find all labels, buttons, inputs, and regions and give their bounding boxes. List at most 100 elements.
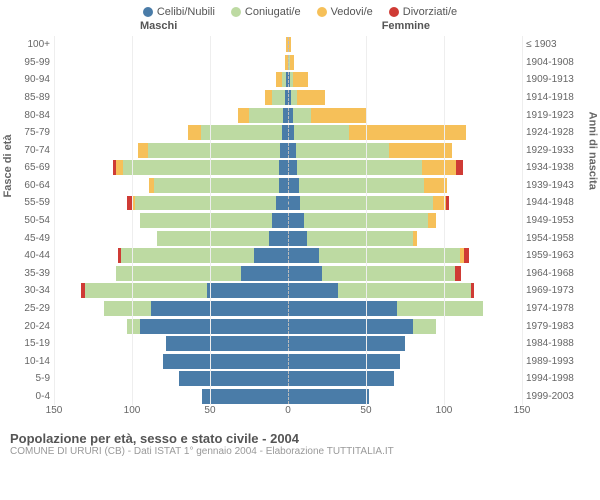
bar-segment	[127, 319, 139, 334]
bar-segment	[288, 283, 338, 298]
pyramid-row: 25-29 1974-1978	[54, 300, 522, 318]
bar-segment	[471, 283, 474, 298]
female-bar	[288, 196, 522, 211]
bar-segment	[288, 248, 319, 263]
age-label: 40-44	[10, 250, 50, 261]
age-label: 55-59	[10, 197, 50, 208]
bar-segment	[299, 178, 424, 193]
bar-segment	[464, 248, 469, 263]
pyramid-row: 5-9 1994-1998	[54, 370, 522, 388]
bar-segment	[297, 160, 422, 175]
bar-segment	[456, 160, 462, 175]
birth-year-label: 1904-1908	[526, 57, 590, 68]
pyramid-row: 75-79 1924-1928	[54, 124, 522, 142]
bar-segment	[140, 213, 273, 228]
bar-segment	[288, 178, 299, 193]
gridline	[54, 36, 55, 405]
male-bar	[54, 301, 288, 316]
pyramid-row: 0-4 1999-2003	[54, 388, 522, 406]
legend: Celibi/NubiliConiugati/eVedovi/eDivorzia…	[0, 0, 600, 20]
bar-segment	[188, 125, 200, 140]
legend-item: Vedovi/e	[317, 6, 373, 18]
female-bar	[288, 231, 522, 246]
female-bar	[288, 248, 522, 263]
male-bar	[54, 266, 288, 281]
x-tick: 150	[46, 405, 63, 416]
bar-segment	[179, 371, 288, 386]
bar-segment	[290, 55, 295, 70]
bar-segment	[288, 231, 307, 246]
bar-segment	[138, 143, 147, 158]
male-bar	[54, 371, 288, 386]
age-label: 85-89	[10, 92, 50, 103]
age-label: 50-54	[10, 215, 50, 226]
legend-dot	[231, 7, 241, 17]
female-bar	[288, 389, 522, 404]
bar-segment	[288, 160, 297, 175]
legend-item: Coniugati/e	[231, 6, 301, 18]
bar-segment	[123, 160, 279, 175]
bar-segment	[297, 90, 325, 105]
bar-segment	[428, 213, 436, 228]
bar-segment	[254, 248, 288, 263]
bar-segment	[241, 266, 288, 281]
pyramid-row: 90-94 1909-1913	[54, 71, 522, 89]
x-tick: 150	[514, 405, 531, 416]
female-bar	[288, 371, 522, 386]
female-bar	[288, 178, 522, 193]
legend-label: Celibi/Nubili	[157, 6, 215, 18]
bar-segment	[288, 389, 369, 404]
age-label: 80-84	[10, 110, 50, 121]
legend-dot	[317, 7, 327, 17]
birth-year-label: ≤ 1903	[526, 39, 590, 50]
bar-segment	[294, 125, 349, 140]
female-bar	[288, 143, 522, 158]
bar-segment	[288, 213, 304, 228]
male-bar	[54, 143, 288, 158]
pyramid-row: 50-54 1949-1953	[54, 212, 522, 230]
bar-segment	[307, 231, 413, 246]
bar-segment	[280, 143, 288, 158]
pyramid-row: 55-59 1944-1948	[54, 194, 522, 212]
column-label-female: Femmine	[382, 20, 430, 32]
bar-segment	[293, 108, 312, 123]
female-bar	[288, 160, 522, 175]
bar-segment	[140, 319, 288, 334]
female-bar	[288, 55, 522, 70]
bar-segment	[148, 143, 281, 158]
age-label: 95-99	[10, 57, 50, 68]
female-bar	[288, 90, 522, 105]
bar-segment	[288, 266, 322, 281]
birth-year-label: 1994-1998	[526, 373, 590, 384]
bar-segment	[163, 354, 288, 369]
pyramid-row: 45-49 1954-1958	[54, 229, 522, 247]
birth-year-label: 1954-1958	[526, 233, 590, 244]
male-bar	[54, 160, 288, 175]
pyramid-row: 65-69 1934-1938	[54, 159, 522, 177]
bar-segment	[322, 266, 455, 281]
male-bar	[54, 125, 288, 140]
bar-segment	[201, 125, 282, 140]
age-label: 20-24	[10, 321, 50, 332]
bar-segment	[397, 301, 483, 316]
bar-segment	[319, 248, 459, 263]
bar-segment	[202, 389, 288, 404]
pyramid-row: 15-19 1984-1988	[54, 335, 522, 353]
age-label: 30-34	[10, 285, 50, 296]
gridline	[366, 36, 367, 405]
age-label: 25-29	[10, 303, 50, 314]
bar-segment	[265, 90, 273, 105]
age-label: 15-19	[10, 338, 50, 349]
age-label: 35-39	[10, 268, 50, 279]
bar-segment	[249, 108, 283, 123]
pyramid-row: 80-84 1919-1923	[54, 106, 522, 124]
bar-segment	[104, 301, 151, 316]
male-bar	[54, 319, 288, 334]
male-bar	[54, 248, 288, 263]
legend-label: Vedovi/e	[331, 6, 373, 18]
gridline	[522, 36, 523, 405]
bar-segment	[279, 178, 288, 193]
bar-segment	[422, 160, 456, 175]
bar-segment	[288, 319, 413, 334]
pyramid-row: 35-39 1964-1968	[54, 265, 522, 283]
